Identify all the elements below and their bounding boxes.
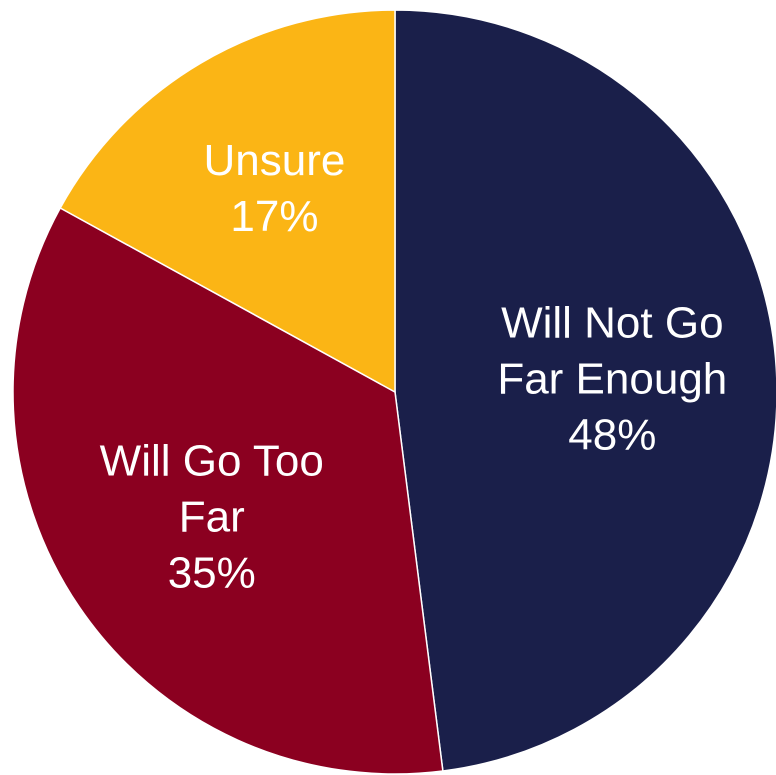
slice-percent-label: 35% (168, 549, 256, 598)
slice-label-2: Unsure 17% (204, 136, 346, 241)
slice-percent-label: 48% (568, 410, 656, 459)
pie-slice-0 (394, 9, 776, 772)
slice-name-label: Unsure (204, 136, 346, 185)
slice-percent-label: 17% (230, 192, 318, 241)
slice-name-label: Will Go Too (100, 437, 324, 486)
slice-name-label: Will Not Go (501, 298, 723, 347)
slice-name-label: Far Enough (497, 354, 727, 403)
slice-label-0: Will Not Go Far Enough 48% (497, 298, 727, 459)
pie-slice-2 (59, 9, 396, 394)
slice-name-label: Far (179, 493, 245, 542)
pie-slice-1 (12, 206, 444, 775)
slice-label-1: Will Go Too Far 35% (100, 437, 324, 598)
